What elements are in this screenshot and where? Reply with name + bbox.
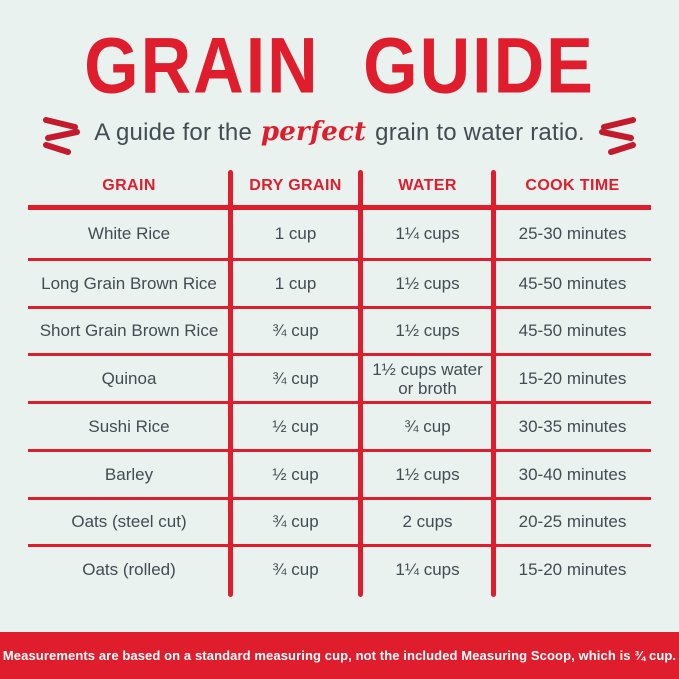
page-title: GRAIN GUIDE xyxy=(84,22,595,110)
table-cell: Sushi Rice xyxy=(88,416,170,436)
table-cell: 20-25 minutes xyxy=(518,512,627,532)
column-header-3: COOK TIME xyxy=(525,176,620,194)
table-cell: 45-50 minutes xyxy=(518,321,627,341)
table-cell: Long Grain Brown Rice xyxy=(41,273,217,293)
table-cell: Quinoa xyxy=(101,369,157,389)
footer-note-bar: Measurements are based on a standard mea… xyxy=(0,632,679,679)
subtitle-before: A guide for the xyxy=(94,119,252,146)
column-header-0: GRAIN xyxy=(102,176,156,194)
subtitle-highlight: perfect xyxy=(260,117,367,147)
table-cell: ¾ cup xyxy=(272,321,319,341)
table-cell: 1¼ cups xyxy=(395,224,460,244)
table-cell: 15-20 minutes xyxy=(518,560,627,580)
table-cell: 45-50 minutes xyxy=(518,273,627,293)
table-cell: 1¼ cups xyxy=(395,560,460,580)
table-row: White Rice 1 cup 1¼ cups 25-30 minutes xyxy=(28,210,651,258)
table-cell: ¾ cup xyxy=(404,416,451,436)
table-row: Quinoa ¾ cup 1½ cups water or broth 15-20 m… xyxy=(28,353,651,401)
table-cell: 1½ cups xyxy=(395,273,460,293)
table-row: Oats (rolled) ¾ cup 1¼ cups 15-20 minutes xyxy=(28,544,651,592)
table-cell: 1 cup xyxy=(274,273,317,293)
table-cell: Oats (rolled) xyxy=(82,560,176,580)
table-cell: 1½ cups water or broth xyxy=(372,359,483,398)
table-cell: White Rice xyxy=(87,224,171,244)
column-header-1: DRY GRAIN xyxy=(249,176,342,194)
table-row: Sushi Rice ½ cup ¾ cup 30-35 minutes xyxy=(28,401,651,449)
spark-burst-left-icon xyxy=(43,117,81,155)
table-cell: Oats (steel cut) xyxy=(71,512,187,532)
footer-note: Measurements are based on a standard mea… xyxy=(2,648,677,663)
subtitle-text: A guide for the perfect grain to water r… xyxy=(94,117,585,147)
grain-table: GRAIN DRY GRAIN WATER COOK TIME White Rice 1… xyxy=(28,170,651,597)
spark-burst-right-icon xyxy=(598,117,636,155)
table-cell: 15-20 minutes xyxy=(518,369,627,389)
table-cell: Barley xyxy=(104,464,154,484)
subtitle-after: grain to water ratio. xyxy=(375,119,585,146)
table-row: Short Grain Brown Rice ¾ cup 1½ cups 45-50 … xyxy=(28,305,651,354)
table-cell: ¾ cup xyxy=(272,512,319,532)
table-cell: 1 cup xyxy=(274,224,317,244)
column-header-2: WATER xyxy=(398,176,457,194)
table-cell: ¾ cup xyxy=(272,560,319,580)
table-cell: ¾ cup xyxy=(272,369,319,389)
table-row: Long Grain Brown Rice 1 cup 1½ cups 45-50 m… xyxy=(28,257,651,306)
table-header-row: GRAIN DRY GRAIN WATER COOK TIME xyxy=(28,170,651,210)
table-cell: 1½ cups xyxy=(395,464,460,484)
table-cell: 30-35 minutes xyxy=(518,416,627,436)
table-row: Barley ½ cup 1½ cups 30-40 minutes xyxy=(28,448,651,497)
table-row: Oats (steel cut) ¾ cup 2 cups 20-25 minutes xyxy=(28,496,651,545)
table-cell: 30-40 minutes xyxy=(518,464,627,484)
table-cell: 2 cups xyxy=(402,512,453,532)
table-cell: Short Grain Brown Rice xyxy=(39,321,219,341)
table-cell: 1½ cups xyxy=(395,321,460,341)
table-cell: ½ cup xyxy=(272,416,319,436)
subtitle-row: A guide for the perfect grain to water r… xyxy=(0,106,679,158)
table-cell: 25-30 minutes xyxy=(518,224,627,244)
table-body: White Rice 1 cup 1¼ cups 25-30 minutes Long … xyxy=(28,210,651,592)
table-cell: ½ cup xyxy=(272,464,319,484)
